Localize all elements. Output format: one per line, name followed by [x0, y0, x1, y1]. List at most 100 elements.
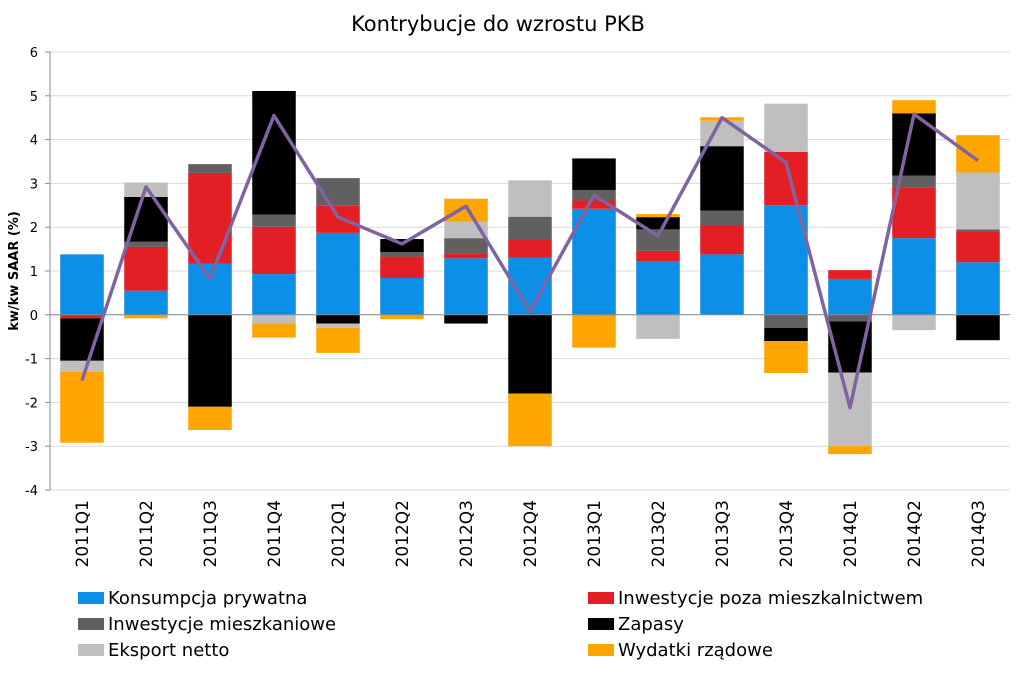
bar-segment: [764, 103, 808, 152]
bar-segment: [444, 238, 488, 254]
x-tick-label: 2014Q1: [841, 500, 861, 567]
x-tick-label: 2014Q2: [905, 500, 925, 567]
bar-segment: [892, 238, 936, 315]
legend-swatch: [588, 592, 614, 604]
legend: Konsumpcja prywatna Inwestycje poza miesz…: [78, 588, 923, 661]
bar-segment: [316, 323, 360, 328]
legend-entry: Konsumpcja prywatna: [108, 588, 307, 609]
x-tick-label: 2014Q3: [969, 500, 989, 567]
bar-segment: [956, 135, 1000, 173]
legend-entry: Inwestycje mieszkaniowe: [108, 614, 336, 635]
y-tick-label: 2: [30, 221, 38, 236]
axes: [45, 51, 1010, 491]
bar-segment: [636, 314, 680, 339]
x-tick-label: 2013Q3: [713, 500, 733, 567]
bar-segment: [636, 214, 680, 218]
y-tick-label: 4: [30, 134, 38, 149]
bar-segment: [380, 252, 424, 257]
bar-segment: [316, 232, 360, 315]
x-tick-label: 2011Q4: [265, 500, 285, 567]
x-tick-label: 2012Q4: [521, 500, 541, 567]
y-tick-label: 5: [30, 90, 38, 105]
x-axis-ticks: 2011Q1 2011Q2 2011Q3 2011Q4 2012Q1 2012Q2 2012…: [73, 500, 989, 567]
total-growth-line: [80, 112, 980, 410]
bar-segment: [508, 314, 552, 394]
x-tick-label: 2013Q1: [585, 500, 605, 567]
y-tick-label: -2: [25, 396, 38, 411]
y-tick-label: 3: [30, 177, 38, 192]
bar-segment: [124, 290, 168, 315]
y-tick-label: -3: [25, 440, 38, 455]
y-tick-label: 0: [30, 309, 38, 324]
bar-segment: [892, 100, 936, 114]
y-tick-label: 6: [30, 46, 38, 61]
bar-segment: [956, 314, 1000, 341]
bar-segment: [892, 175, 936, 188]
bar-segment: [124, 241, 168, 247]
bar-segment: [188, 314, 232, 407]
x-tick-label: 2012Q2: [393, 500, 413, 567]
bar-segment: [60, 314, 104, 319]
bar-segment: [188, 172, 232, 264]
bar-segment: [956, 231, 1000, 263]
bar-segment: [700, 146, 744, 211]
bar-segment: [252, 214, 296, 227]
bar-segment: [572, 314, 616, 348]
bar-segment: [700, 225, 744, 255]
bar-segment: [188, 263, 232, 315]
bar-segment: [892, 314, 936, 331]
bar-segment: [444, 198, 488, 222]
bar-segment: [572, 200, 616, 209]
bar-segment: [380, 314, 424, 320]
bar-segment: [700, 210, 744, 226]
bar-segment: [188, 406, 232, 430]
bar-segment: [636, 261, 680, 315]
legend-entry: Inwestycje poza mieszkalnictwem: [618, 588, 923, 609]
bar-segment: [764, 327, 808, 342]
bar-segment: [572, 208, 616, 315]
y-axis-label: kw/kw SAAR (%): [7, 211, 22, 331]
bar-segment: [508, 216, 552, 240]
bar-segment: [508, 393, 552, 447]
y-tick-label: 1: [30, 265, 38, 280]
x-tick-label: 2013Q2: [649, 500, 669, 567]
x-tick-label: 2011Q1: [73, 500, 93, 567]
total-line: [80, 112, 980, 410]
legend-entry: Wydatki rządowe: [618, 640, 773, 661]
bar-segment: [444, 314, 488, 324]
y-axis-ticks: -4 -3 -2 -1 0 1 2 3 4 5 6: [25, 46, 38, 499]
bar-segment: [60, 360, 104, 372]
x-tick-label: 2012Q3: [457, 500, 477, 567]
bar-segment: [828, 314, 872, 322]
x-tick-label: 2011Q2: [137, 500, 157, 567]
bar-segment: [380, 278, 424, 315]
bar-segment: [636, 250, 680, 262]
bar-segment: [764, 314, 808, 328]
bar-segment: [124, 246, 168, 291]
y-tick-label: -4: [25, 484, 38, 499]
bar-segment: [700, 254, 744, 315]
bar-segment: [188, 164, 232, 173]
bar-segment: [572, 158, 616, 190]
bar-segment: [636, 229, 680, 251]
legend-swatch: [588, 644, 614, 656]
bar-segment: [444, 258, 488, 315]
bar-segment: [508, 180, 552, 217]
bar-segment: [316, 314, 360, 324]
bar-segment: [828, 278, 872, 315]
bar-segment: [380, 239, 424, 253]
legend-swatch: [78, 644, 104, 656]
bar-segment: [892, 187, 936, 239]
bar-segment: [956, 172, 1000, 230]
bar-segment: [892, 113, 936, 176]
bar-segment: [252, 226, 296, 275]
bar-segment: [828, 372, 872, 447]
bar-segment: [508, 239, 552, 258]
bar-segment: [764, 151, 808, 206]
bar-segment: [636, 217, 680, 230]
bar-segment: [380, 256, 424, 279]
bar-segment: [444, 253, 488, 259]
bar-marks: [60, 90, 1000, 455]
bar-segment: [828, 446, 872, 455]
